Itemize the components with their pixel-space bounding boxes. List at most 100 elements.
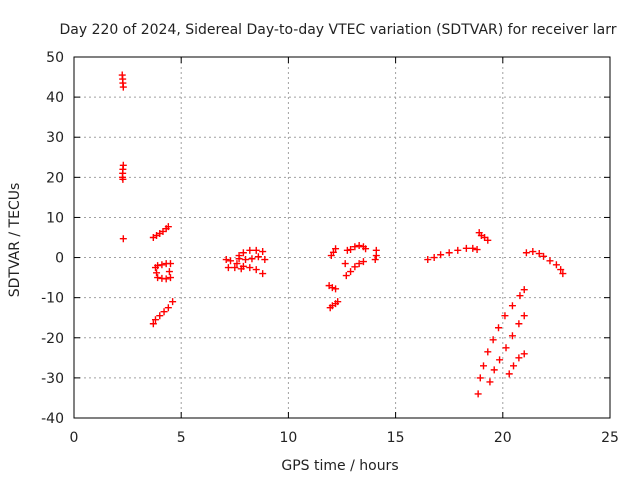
axis-ticks [73, 56, 611, 419]
data-point [355, 260, 363, 268]
x-tick-label: 0 [70, 430, 79, 446]
data-point [259, 270, 267, 278]
data-point [332, 245, 340, 253]
data-point [166, 260, 174, 268]
data-point [508, 332, 516, 340]
data-point [332, 285, 340, 293]
data-point [546, 257, 554, 265]
data-point [227, 257, 235, 265]
data-point [153, 269, 161, 277]
y-axis-label: SDTVAR / TECUs [7, 183, 23, 298]
data-point [508, 302, 516, 310]
data-point [341, 260, 349, 268]
series-arc-17 [474, 286, 528, 398]
y-tick-label: 50 [46, 50, 64, 66]
data-point [535, 250, 543, 258]
y-axis-tick-labels: 50 40 30 20 10 0 -10 -20 -30 -40 [41, 50, 64, 427]
data-point [162, 275, 170, 283]
x-axis-label: GPS time / hours [281, 458, 398, 474]
data-point [347, 246, 355, 254]
data-point [246, 264, 254, 272]
data-point [235, 255, 243, 263]
data-point [259, 248, 267, 256]
data-point [502, 344, 510, 352]
series-arc-19 [505, 350, 528, 378]
data-point [169, 298, 177, 306]
grid-lines [74, 57, 610, 418]
series-arc-14 [371, 246, 380, 264]
data-point [164, 304, 172, 312]
series-arc-8 [325, 282, 340, 293]
data-point [156, 312, 164, 320]
chart-title: Day 220 of 2024, Sidereal Day-to-day VTE… [60, 22, 617, 38]
data-point [237, 265, 245, 273]
data-point [154, 274, 162, 282]
data-point [164, 223, 172, 231]
data-point [501, 312, 509, 320]
x-tick-label: 20 [494, 430, 512, 446]
data-point [552, 261, 560, 269]
data-point [474, 390, 482, 398]
series-arc-5 [151, 260, 174, 283]
data-point [480, 362, 488, 370]
data-point [343, 246, 351, 254]
series-arc-2 [118, 161, 127, 183]
data-point [231, 264, 239, 272]
data-point [424, 256, 432, 264]
y-tick-label: 30 [46, 130, 64, 146]
data-point [149, 320, 157, 328]
data-point [486, 378, 494, 386]
data-point [347, 268, 355, 276]
data-point [454, 246, 462, 254]
data-point [119, 235, 127, 243]
data-point [445, 249, 453, 257]
data-point [359, 258, 367, 266]
series-arc-3 [119, 235, 127, 243]
data-point [233, 260, 241, 268]
data-point [437, 251, 445, 259]
data-point [160, 308, 168, 316]
data-point [540, 252, 548, 260]
data-point [242, 256, 250, 264]
series-arc-11 [347, 242, 370, 254]
data-point [515, 354, 523, 362]
data-point [484, 348, 492, 356]
data-point [522, 249, 530, 257]
data-point [510, 362, 518, 370]
data-point [505, 370, 513, 378]
data-point [261, 256, 269, 264]
data-point [469, 244, 477, 252]
y-tick-label: 10 [46, 210, 64, 226]
data-point [430, 254, 438, 262]
series-arc-12 [342, 258, 367, 280]
data-point [154, 262, 162, 270]
data-point [489, 336, 497, 344]
data-point [222, 256, 230, 264]
data-point [557, 266, 565, 274]
series-arc-9 [326, 298, 342, 312]
series-arc-18 [486, 312, 528, 386]
data-point [252, 246, 260, 254]
y-tick-label: -30 [41, 371, 64, 387]
y-tick-label: -40 [41, 411, 64, 427]
y-tick-label: -20 [41, 331, 64, 347]
series-arc-10 [327, 245, 340, 260]
data-point [473, 246, 481, 254]
y-tick-label: 20 [46, 170, 64, 186]
series-arc-20 [522, 248, 567, 278]
series-arc-7 [222, 246, 269, 278]
data-point [239, 249, 247, 257]
data-point [329, 248, 337, 256]
x-tick-label: 10 [279, 430, 297, 446]
series-arc-4 [149, 223, 172, 241]
plot-frame [73, 56, 611, 419]
data-point [371, 256, 379, 264]
series-arc-15 [424, 244, 481, 264]
data-point [559, 270, 567, 278]
y-tick-label: -10 [41, 291, 64, 307]
series-arc-16 [475, 229, 492, 244]
data-point [520, 350, 528, 358]
data-point [495, 324, 503, 332]
data-point [165, 268, 173, 276]
data-point [529, 248, 537, 256]
